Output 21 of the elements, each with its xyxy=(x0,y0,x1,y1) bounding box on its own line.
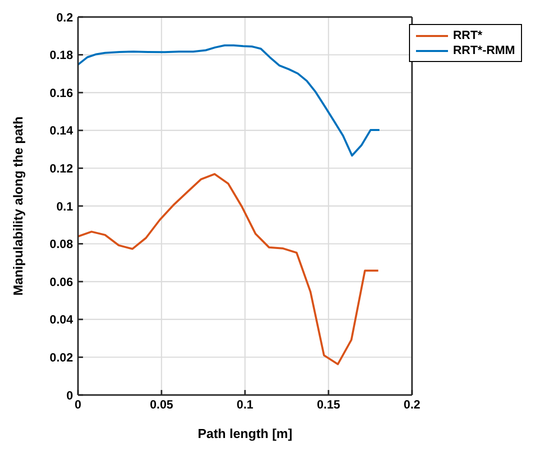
line-series xyxy=(78,173,380,366)
x-tick-label: 0.2 xyxy=(404,398,421,412)
y-tick-label: 0.02 xyxy=(50,350,74,364)
y-tick-label: 0.04 xyxy=(50,312,74,327)
x-tick-label: 0.1 xyxy=(236,398,254,412)
y-tick-label: 0.2 xyxy=(56,10,74,24)
y-tick-label: 0.18 xyxy=(50,48,74,62)
y-tick-label: 0.12 xyxy=(50,161,74,176)
x-tick-label: 0.05 xyxy=(150,398,174,412)
y-tick-label: 0.06 xyxy=(50,274,74,289)
legend-label: RRT* xyxy=(453,28,482,43)
y-tick-label: 0.14 xyxy=(50,124,74,138)
y-tick-label: 0.16 xyxy=(50,86,74,100)
y-axis-title: Manipulability along the path xyxy=(10,116,26,296)
line-series xyxy=(78,44,380,157)
y-tick-label: 0 xyxy=(66,388,74,402)
x-tick-label: 0.15 xyxy=(316,398,340,412)
y-tick-label: 0.1 xyxy=(56,199,74,214)
x-axis-title: Path length [m] xyxy=(198,426,292,441)
legend-label: RRT*-RMM xyxy=(453,43,515,58)
y-tick-label: 0.08 xyxy=(50,237,74,252)
